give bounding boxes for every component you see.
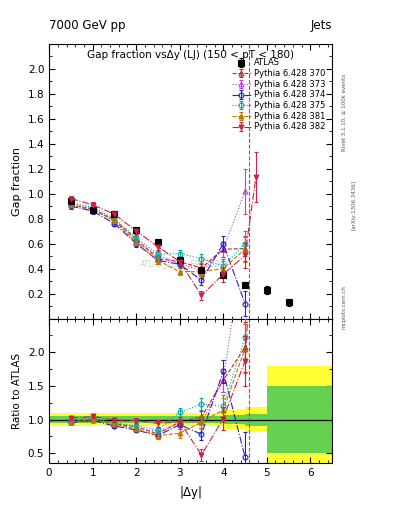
- Text: Gap fraction vsΔy (LJ) (150 < pT < 180): Gap fraction vsΔy (LJ) (150 < pT < 180): [87, 50, 294, 60]
- Y-axis label: Gap fraction: Gap fraction: [12, 146, 22, 216]
- Bar: [267, 386, 332, 453]
- Bar: [49, 413, 71, 426]
- Bar: [136, 413, 158, 426]
- Bar: [49, 416, 71, 423]
- X-axis label: |$\Delta$y|: |$\Delta$y|: [179, 484, 202, 501]
- Text: ATLAS_2011_S912626: ATLAS_2011_S912626: [140, 259, 225, 268]
- Bar: [71, 413, 93, 426]
- Text: mcplots.cern.ch: mcplots.cern.ch: [342, 285, 347, 329]
- Text: 7000 GeV pp: 7000 GeV pp: [49, 19, 126, 32]
- Bar: [202, 413, 223, 426]
- Bar: [114, 416, 136, 423]
- Bar: [93, 416, 114, 423]
- Y-axis label: Ratio to ATLAS: Ratio to ATLAS: [12, 353, 22, 429]
- Text: Rivet 3.1.10, ≥ 100k events: Rivet 3.1.10, ≥ 100k events: [342, 74, 347, 151]
- Bar: [158, 416, 180, 423]
- Bar: [114, 413, 136, 426]
- Bar: [245, 408, 267, 432]
- Bar: [267, 366, 332, 474]
- Bar: [245, 414, 267, 425]
- Bar: [223, 410, 245, 429]
- Bar: [180, 416, 202, 423]
- Text: Jets: Jets: [310, 19, 332, 32]
- Bar: [202, 416, 223, 423]
- Bar: [223, 415, 245, 424]
- Text: [arXiv:1306.3436]: [arXiv:1306.3436]: [351, 180, 356, 230]
- Bar: [136, 416, 158, 423]
- Bar: [71, 416, 93, 423]
- Bar: [93, 413, 114, 426]
- Legend: ATLAS, Pythia 6.428 370, Pythia 6.428 373, Pythia 6.428 374, Pythia 6.428 375, P: ATLAS, Pythia 6.428 370, Pythia 6.428 37…: [230, 56, 328, 134]
- Bar: [180, 413, 202, 426]
- Bar: [158, 413, 180, 426]
